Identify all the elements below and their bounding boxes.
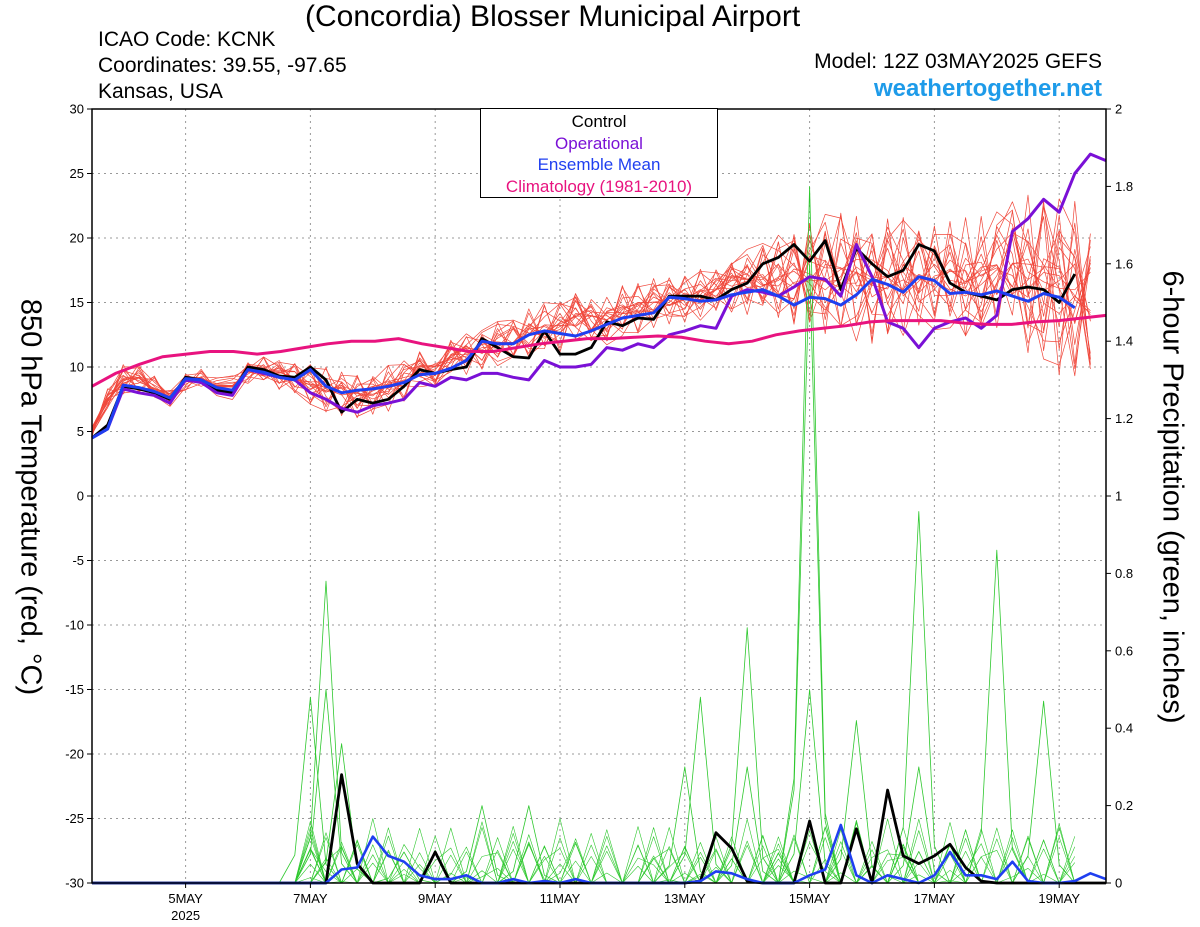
x-tick-label: 7MAY	[293, 891, 328, 906]
x-tick-year: 2025	[171, 908, 200, 923]
left-tick-label: 15	[70, 295, 84, 310]
temp-member-line	[91, 215, 1091, 429]
right-tick-label: 1.4	[1115, 334, 1133, 349]
precip-member-line	[92, 627, 1075, 884]
legend-climatology: Climatology (1981-2010)	[505, 176, 693, 196]
temp-member-line	[91, 212, 1091, 433]
precip-member-line	[92, 549, 1075, 884]
y-axis-left-label: 850 hPa Temperature (red, °C)	[14, 298, 47, 696]
x-tick-label: 5MAY	[168, 891, 203, 906]
x-tick-label: 17MAY	[914, 891, 956, 906]
right-tick-label: 1.8	[1115, 179, 1133, 194]
precip-member-line	[92, 185, 1075, 884]
right-tick-label: 0.8	[1115, 566, 1133, 581]
y-axis-right-label: 6-hour Precipitation (green, inches)	[1156, 270, 1189, 724]
precip-member-line	[92, 805, 1075, 884]
left-tick-label: -5	[72, 553, 84, 568]
x-tick-label: 15MAY	[789, 891, 831, 906]
left-tick-label: 25	[70, 166, 84, 181]
legend-control: Control	[571, 112, 627, 131]
right-tick-label: 1.6	[1115, 256, 1133, 271]
temp-member-line	[91, 205, 1091, 433]
coordinates: Coordinates: 39.55, -97.65	[98, 54, 347, 77]
icao-code: ICAO Code: KCNK	[98, 28, 276, 51]
site-link[interactable]: weathertogether.net	[873, 75, 1102, 102]
plot-frame	[91, 108, 1107, 884]
temp-member-line	[91, 201, 1091, 428]
x-tick-label: 13MAY	[664, 891, 706, 906]
left-tick-label: 30	[70, 102, 84, 117]
right-tick-label: 0.2	[1115, 798, 1133, 813]
left-tick-label: -30	[65, 876, 84, 891]
temp-member-line	[91, 194, 1091, 433]
temp-member-line	[91, 200, 1091, 433]
climatology-line	[91, 313, 1107, 388]
x-tick-label: 9MAY	[418, 891, 453, 906]
x-tick-label: 19MAY	[1038, 891, 1080, 906]
right-axis-ticks: 2 1.8 1.6 1.4 1.2 1 0.8 0.6 0.4 0.2 0	[1106, 102, 1133, 891]
left-tick-label: -20	[65, 747, 84, 762]
right-tick-label: 0.6	[1115, 643, 1133, 658]
gridlines	[92, 108, 1106, 884]
model-run: Model: 12Z 03MAY2025 GEFS	[814, 50, 1102, 73]
left-tick-label: 0	[77, 489, 84, 504]
x-tick-label: 11MAY	[540, 891, 581, 906]
left-tick-label: -25	[65, 811, 84, 826]
control-temp-line	[91, 239, 1077, 440]
precip-member-line	[92, 700, 1076, 884]
temperature-member-lines	[91, 194, 1091, 437]
precip-member-line	[92, 263, 1075, 884]
right-tick-label: 1	[1115, 489, 1122, 504]
left-tick-label: 20	[70, 231, 84, 246]
legend-ensemble-mean: Ensemble Mean	[537, 155, 661, 174]
precip-member-line	[92, 766, 1075, 884]
temp-member-line	[91, 211, 1091, 427]
region: Kansas, USA	[98, 80, 223, 103]
precip-member-line	[92, 844, 1075, 884]
precipitation-member-lines	[92, 185, 1076, 884]
temp-member-line	[91, 217, 1091, 429]
precip-member-line	[92, 580, 1075, 884]
temp-member-line	[91, 206, 1091, 429]
chart-title: (Concordia) Blosser Municipal Airport	[305, 0, 801, 33]
left-tick-label: 10	[70, 360, 84, 375]
precip-member-line	[92, 805, 1075, 884]
right-tick-label: 2	[1115, 102, 1122, 117]
legend: Control Operational Ensemble Mean Climat…	[480, 108, 718, 198]
highlighted-series	[91, 152, 1107, 885]
left-tick-label: 5	[77, 424, 84, 439]
right-tick-label: 1.2	[1115, 411, 1133, 426]
left-tick-label: -10	[65, 618, 84, 633]
temp-member-line	[91, 214, 1091, 431]
right-tick-label: 0	[1115, 876, 1122, 891]
precip-member-line	[92, 511, 1075, 884]
left-axis-ticks: 30 25 20 15 10 5 0 -5 -10 -15 -20 -25 -30	[65, 102, 92, 891]
right-tick-label: 0.4	[1115, 721, 1133, 736]
x-axis-ticks: 5MAY 2025 7MAY 9MAY 11MAY 13MAY 15MAY 17MAY 19MA…	[168, 883, 1080, 923]
left-tick-label: -15	[65, 682, 84, 697]
ensemble-mean-temp-line	[91, 275, 1076, 440]
legend-operational: Operational	[555, 133, 643, 153]
